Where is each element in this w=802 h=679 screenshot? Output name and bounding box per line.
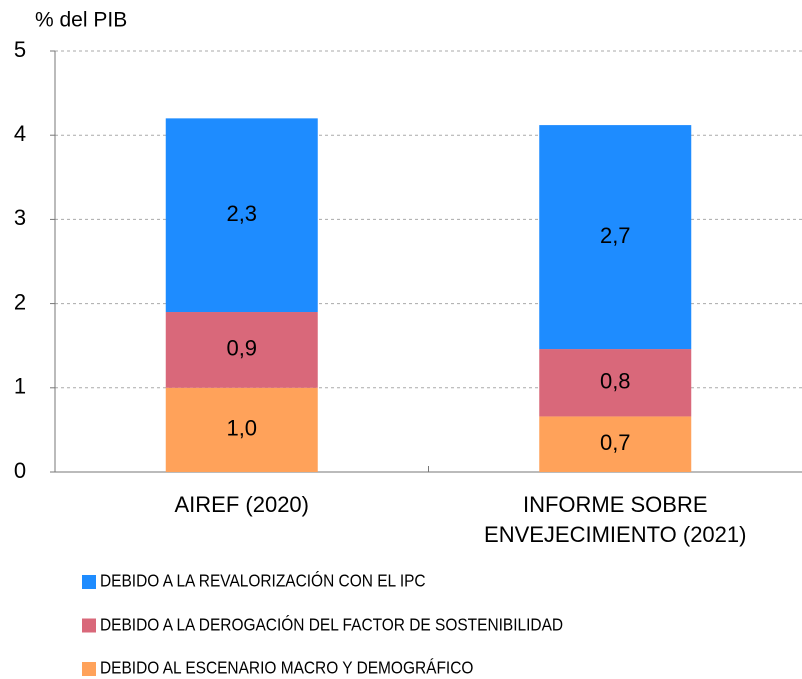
bar-segment xyxy=(165,312,318,388)
y-tick-label: 5 xyxy=(14,37,26,62)
y-tick-label: 3 xyxy=(14,205,26,230)
bar-segment xyxy=(165,387,318,472)
data-label: 0,7 xyxy=(600,430,631,455)
data-label: 0,8 xyxy=(600,369,631,394)
y-tick-label: 0 xyxy=(14,458,26,483)
data-label: 0,9 xyxy=(226,336,257,361)
bar-segment xyxy=(539,416,692,472)
y-axis-label: % del PIB xyxy=(35,9,127,32)
legend-label: DEBIDO AL ESCENARIO MACRO Y DEMOGRÁFICO xyxy=(100,658,473,678)
legend-swatch xyxy=(82,662,96,676)
legend-label: DEBIDO A LA DEROGACIÓN DEL FACTOR DE SOS… xyxy=(100,614,563,634)
data-label: 1,0 xyxy=(226,416,257,441)
bar-segment xyxy=(165,118,318,313)
y-tick-label: 1 xyxy=(14,374,26,399)
bar-segment xyxy=(539,349,692,417)
data-label: 2,7 xyxy=(600,223,631,248)
x-tick-label: INFORME SOBRE ENVEJECIMIENTO (2021) xyxy=(484,492,747,547)
legend-swatch xyxy=(82,575,96,589)
legend-swatch xyxy=(82,618,96,633)
y-tick-label: 4 xyxy=(14,121,26,146)
bar-segment xyxy=(539,125,692,350)
x-tick-label: AIREF (2020) xyxy=(174,492,310,517)
y-tick-label: 2 xyxy=(14,289,26,314)
legend-label: DEBIDO A LA REVALORIZACIÓN CON EL IPC xyxy=(100,571,426,591)
data-label: 2,3 xyxy=(226,201,257,226)
